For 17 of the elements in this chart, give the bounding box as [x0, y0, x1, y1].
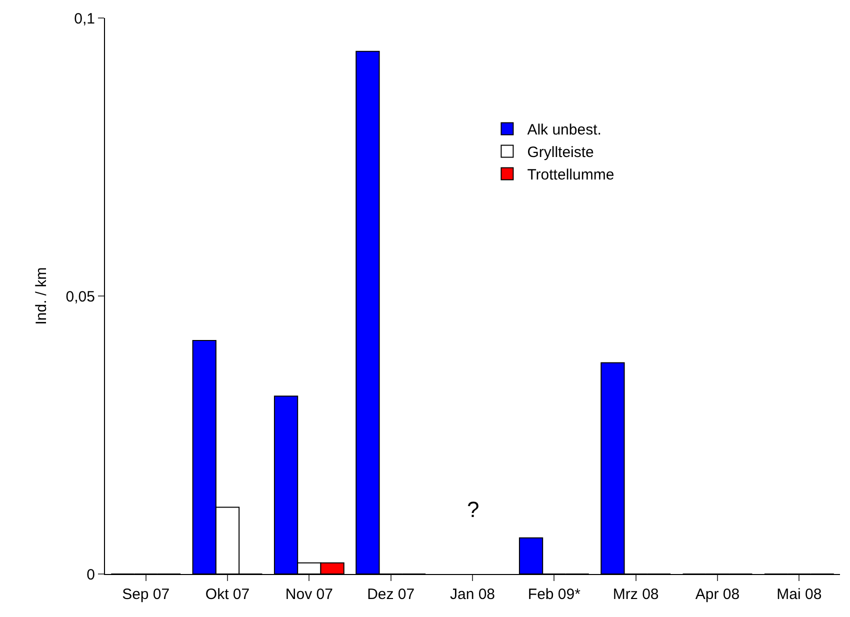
legend-label: Trottellumme [527, 166, 614, 184]
legend-label: Gryllteiste [527, 144, 594, 162]
legend-label: Alk unbest. [527, 122, 602, 139]
x-tick-label: Nov 07 [285, 586, 333, 603]
annotation: ? [467, 497, 480, 522]
x-tick-label: Sep 07 [122, 586, 170, 603]
x-tick-label: Feb 09* [528, 586, 581, 603]
x-tick-label: Apr 08 [695, 586, 740, 603]
y-tick-label: 0,05 [66, 288, 95, 306]
x-tick-label: Dez 07 [367, 586, 415, 603]
y-axis-title: Ind. / km [33, 267, 50, 325]
y-tick-label: 0,1 [74, 10, 95, 28]
x-tick-label: Okt 07 [205, 586, 250, 603]
x-tick-label: Mai 08 [776, 586, 822, 603]
y-tick-label: 0 [86, 566, 95, 584]
x-tick-label: Mrz 08 [612, 586, 659, 603]
x-tick-label: Jan 08 [450, 586, 496, 603]
